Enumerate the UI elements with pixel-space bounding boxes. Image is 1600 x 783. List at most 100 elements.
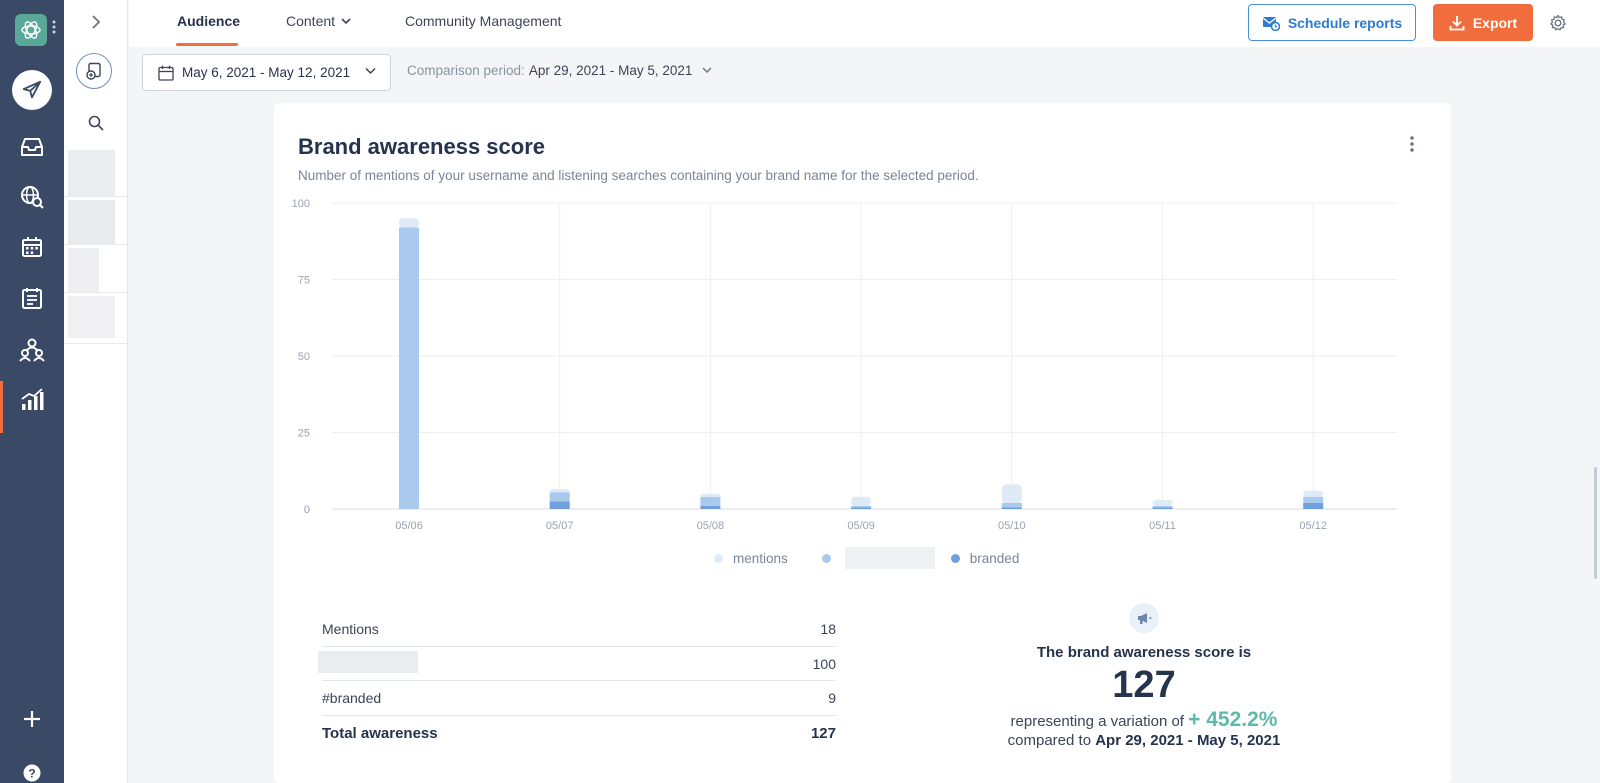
total-value: 127 (810, 724, 836, 742)
score-summary: The brand awareness score is 127 represe… (874, 603, 1414, 749)
more-vertical-icon[interactable] (52, 20, 58, 34)
score-comparison: compared to Apr 29, 2021 - May 5, 2021 (874, 732, 1414, 749)
table-row: 100 (318, 647, 836, 681)
row-label: Mentions (322, 621, 379, 637)
bar-branded (1001, 507, 1022, 509)
legend-label-branded[interactable]: branded (969, 550, 1020, 566)
page-scrollbar[interactable] (1594, 467, 1597, 579)
legend-dot-mentions (714, 553, 723, 563)
bar-series-1 (1001, 502, 1022, 508)
svg-text:?: ? (28, 767, 35, 781)
table-row: #branded 9 (322, 681, 836, 716)
bar-mentions (1001, 484, 1022, 503)
active-nav-indicator (0, 381, 3, 433)
bar-series-1 (700, 496, 721, 506)
bar-branded (851, 507, 872, 509)
comparison-period-selector[interactable]: Comparison period: Apr 29, 2021 - May 5,… (407, 63, 712, 78)
x-tick-label: 05/08 (697, 520, 725, 532)
variation-prefix: representing a variation of (1010, 713, 1184, 730)
listening-globe-icon[interactable] (18, 183, 46, 211)
bar-series-1 (851, 505, 872, 508)
main-sidebar: ? (0, 0, 64, 783)
report-builder-button[interactable] (76, 53, 112, 89)
search-icon[interactable] (84, 111, 108, 135)
export-label: Export (1472, 14, 1518, 31)
bar-mentions (1303, 490, 1324, 497)
app-logo-icon[interactable] (15, 14, 47, 46)
x-tick-label: 05/10 (998, 520, 1026, 532)
x-tick-label: 05/12 (1299, 520, 1327, 532)
help-icon[interactable]: ? (18, 759, 46, 783)
table-row: Mentions 18 (322, 612, 836, 647)
download-icon (1449, 15, 1465, 30)
paper-plane-icon (22, 80, 42, 99)
table-row-total: Total awareness 127 (322, 716, 836, 751)
redacted-item[interactable] (68, 296, 115, 338)
active-tab-indicator (176, 43, 238, 46)
schedule-reports-label: Schedule reports (1287, 14, 1403, 31)
bar-series-1 (549, 492, 570, 502)
more-options-icon[interactable] (1404, 133, 1420, 155)
planner-icon[interactable] (18, 284, 46, 312)
score-value: 127 (1112, 664, 1176, 706)
bar-series-1 (1303, 496, 1324, 503)
bar-branded (1152, 507, 1173, 509)
schedule-reports-button[interactable]: Schedule reports (1248, 4, 1416, 41)
variation-percent: + 452.2% (1188, 708, 1278, 731)
y-tick-label: 25 (298, 428, 310, 440)
redacted-item[interactable] (68, 200, 115, 244)
gear-icon[interactable] (1547, 12, 1569, 34)
bar-mentions (399, 218, 419, 228)
brand-awareness-card: Brand awareness score Number of mentions… (274, 103, 1451, 783)
row-label-redacted (318, 650, 418, 673)
divider (64, 343, 128, 344)
top-navigation: Audience Content Community Management Sc… (129, 0, 1600, 47)
comparison-label: Comparison period: (407, 63, 525, 78)
calendar-icon (158, 65, 174, 81)
bar-branded (1303, 502, 1324, 509)
redacted-item[interactable] (68, 150, 115, 196)
bar-mentions (549, 489, 570, 493)
tab-community-management[interactable]: Community Management (405, 13, 562, 29)
tab-content[interactable]: Content (286, 13, 351, 29)
megaphone-icon (1129, 603, 1159, 633)
x-tick-label: 05/09 (847, 520, 875, 532)
divider (64, 244, 128, 245)
legend-label-redacted[interactable] (844, 547, 935, 569)
compose-button[interactable] (12, 70, 52, 110)
divider (64, 292, 128, 293)
y-tick-label: 0 (304, 504, 310, 516)
expand-sidebar-chevron-icon[interactable] (84, 10, 108, 34)
analytics-icon[interactable] (18, 386, 46, 414)
secondary-sidebar (64, 0, 128, 783)
bar-branded (549, 501, 570, 509)
bar-series-1 (1152, 505, 1173, 508)
date-range-picker[interactable]: May 6, 2021 - May 12, 2021 (142, 54, 391, 91)
x-tick-label: 05/06 (395, 520, 423, 532)
row-label: #branded (322, 690, 382, 706)
row-value: 100 (812, 655, 836, 672)
legend-dot-branded (950, 553, 960, 563)
card-subtitle: Number of mentions of your username and … (298, 168, 979, 183)
inbox-icon[interactable] (18, 133, 46, 161)
legend-label-mentions[interactable]: mentions (733, 550, 788, 566)
bar-series-1 (399, 227, 419, 509)
chevron-down-icon (702, 67, 712, 74)
export-button[interactable]: Export (1433, 4, 1533, 41)
chevron-down-icon (341, 17, 351, 24)
tab-content-label: Content (286, 13, 336, 29)
add-icon[interactable] (18, 705, 46, 733)
row-value: 18 (820, 621, 836, 637)
calendar-icon[interactable] (18, 233, 46, 261)
score-lead: The brand awareness score is (1036, 644, 1252, 661)
team-icon[interactable] (18, 335, 46, 363)
bar-mentions (851, 496, 872, 506)
bar-branded (700, 505, 721, 509)
bar-mentions (1152, 499, 1173, 506)
redacted-item[interactable] (68, 248, 99, 292)
compared-period: Apr 29, 2021 - May 5, 2021 (1095, 732, 1281, 749)
report-icon (86, 62, 101, 80)
chart-legend: mentions branded (714, 547, 1019, 569)
score-variation: representing a variation of + 452.2% (874, 708, 1414, 732)
tab-audience[interactable]: Audience (177, 13, 241, 29)
